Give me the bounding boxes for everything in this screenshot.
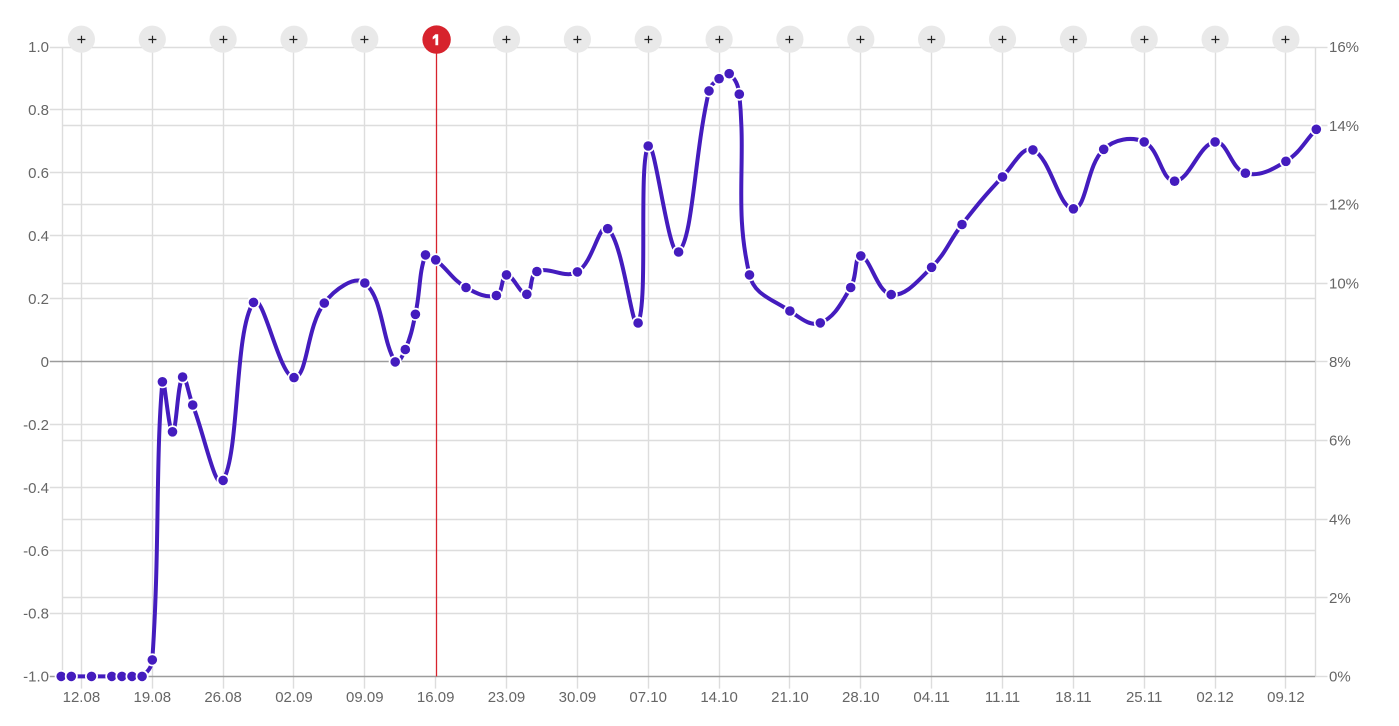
svg-text:04.11: 04.11 [913, 689, 949, 706]
svg-text:16%: 16% [1329, 39, 1359, 56]
svg-text:02.12: 02.12 [1196, 689, 1234, 706]
svg-text:02.09: 02.09 [275, 689, 313, 706]
svg-text:-0.6: -0.6 [23, 543, 49, 560]
svg-text:2%: 2% [1329, 590, 1351, 607]
svg-text:25.11: 25.11 [1126, 689, 1162, 706]
svg-text:10%: 10% [1329, 275, 1359, 292]
svg-text:30.09: 30.09 [559, 689, 597, 706]
svg-text:-1.0: -1.0 [23, 669, 49, 686]
svg-text:14.10: 14.10 [700, 689, 738, 706]
svg-text:0.2: 0.2 [28, 291, 49, 308]
svg-text:4%: 4% [1329, 511, 1351, 528]
svg-text:21.10: 21.10 [771, 689, 809, 706]
svg-text:19.08: 19.08 [134, 689, 172, 706]
svg-text:12.08: 12.08 [63, 689, 101, 706]
svg-text:8%: 8% [1329, 354, 1351, 371]
svg-text:23.09: 23.09 [488, 689, 526, 706]
svg-text:09.09: 09.09 [346, 689, 384, 706]
svg-text:1.0: 1.0 [28, 39, 49, 56]
svg-text:6%: 6% [1329, 433, 1351, 450]
svg-text:-0.2: -0.2 [23, 417, 49, 434]
svg-text:26.08: 26.08 [204, 689, 242, 706]
svg-text:09.12: 09.12 [1267, 689, 1305, 706]
svg-text:28.10: 28.10 [842, 689, 880, 706]
svg-text:0: 0 [41, 354, 49, 371]
svg-text:-0.4: -0.4 [23, 480, 49, 497]
svg-text:0%: 0% [1329, 669, 1351, 686]
svg-text:12%: 12% [1329, 197, 1359, 214]
svg-text:11.11: 11.11 [985, 689, 1020, 706]
svg-text:18.11: 18.11 [1055, 689, 1091, 706]
svg-text:07.10: 07.10 [629, 689, 667, 706]
svg-text:0.8: 0.8 [28, 102, 49, 119]
svg-text:16.09: 16.09 [417, 689, 455, 706]
svg-text:0.6: 0.6 [28, 165, 49, 182]
svg-text:14%: 14% [1329, 118, 1359, 135]
svg-text:0.4: 0.4 [28, 228, 49, 245]
svg-text:-0.8: -0.8 [23, 606, 49, 623]
